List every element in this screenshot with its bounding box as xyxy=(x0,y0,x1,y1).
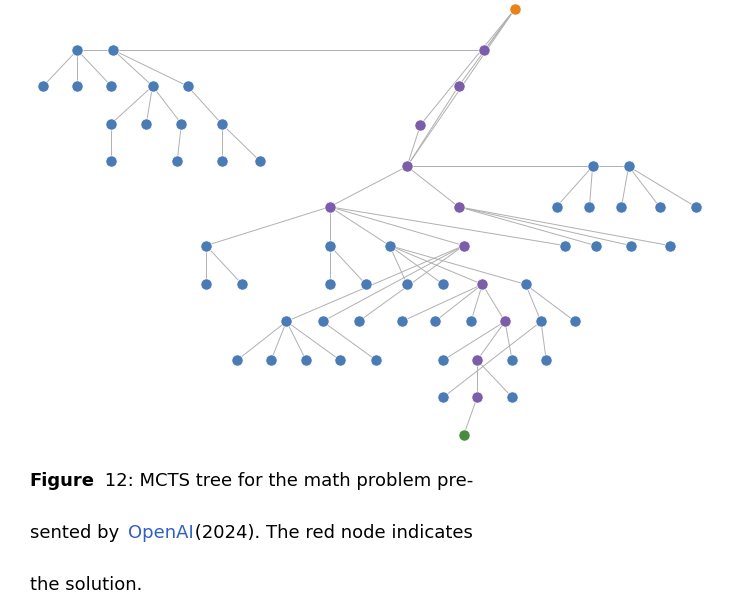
Point xyxy=(171,156,183,166)
Point xyxy=(569,317,581,326)
Point xyxy=(324,202,335,212)
Point xyxy=(360,280,372,290)
Text: sented by: sented by xyxy=(30,524,125,542)
Point xyxy=(71,81,83,91)
Point xyxy=(476,280,488,290)
Point xyxy=(519,280,531,290)
Point xyxy=(453,202,464,212)
Point xyxy=(506,355,518,365)
Point xyxy=(384,241,395,251)
Point xyxy=(200,241,212,251)
Point xyxy=(216,156,228,166)
Point xyxy=(583,202,595,212)
Point xyxy=(265,355,277,365)
Point xyxy=(140,119,152,129)
Point xyxy=(108,45,119,55)
Point xyxy=(236,280,248,290)
Point xyxy=(352,317,364,326)
Point xyxy=(625,241,637,251)
Point xyxy=(479,45,490,55)
Point xyxy=(105,119,117,129)
Point xyxy=(458,430,470,440)
Point xyxy=(499,317,511,326)
Point xyxy=(324,241,335,251)
Point xyxy=(664,241,676,251)
Point xyxy=(690,202,702,212)
Point xyxy=(540,355,552,365)
Point xyxy=(105,156,117,166)
Point xyxy=(216,119,228,129)
Point xyxy=(182,81,194,91)
Point xyxy=(401,280,413,290)
Point xyxy=(300,355,312,365)
Text: OpenAI: OpenAI xyxy=(128,524,194,542)
Text: the solution.: the solution. xyxy=(30,576,142,594)
Point xyxy=(401,161,413,171)
Point xyxy=(37,81,49,91)
Point xyxy=(200,280,212,290)
Point xyxy=(471,355,483,365)
Text: (2024). The red node indicates: (2024). The red node indicates xyxy=(189,524,473,542)
Point xyxy=(551,202,562,212)
Point xyxy=(231,355,243,365)
Point xyxy=(396,317,408,326)
Text: 12: MCTS tree for the math problem pre-: 12: MCTS tree for the math problem pre- xyxy=(99,472,473,490)
Point xyxy=(458,241,470,251)
Point xyxy=(453,81,464,91)
Point xyxy=(317,317,329,326)
Point xyxy=(559,241,571,251)
Point xyxy=(147,81,159,91)
Point xyxy=(370,355,382,365)
Point xyxy=(105,81,117,91)
Point xyxy=(175,119,187,129)
Point xyxy=(254,156,266,166)
Point xyxy=(623,161,634,171)
Point xyxy=(616,202,628,212)
Point xyxy=(437,280,449,290)
Point xyxy=(324,280,335,290)
Point xyxy=(471,392,483,402)
Point xyxy=(654,202,666,212)
Point xyxy=(280,317,292,326)
Point xyxy=(465,317,477,326)
Point xyxy=(437,392,449,402)
Point xyxy=(334,355,346,365)
Point xyxy=(506,392,518,402)
Point xyxy=(71,45,83,55)
Point xyxy=(415,120,427,130)
Point xyxy=(590,241,602,251)
Point xyxy=(587,161,599,171)
Point xyxy=(429,317,441,326)
Point xyxy=(509,4,521,14)
Text: Figure: Figure xyxy=(30,472,95,490)
Point xyxy=(437,355,449,365)
Point xyxy=(535,317,547,326)
